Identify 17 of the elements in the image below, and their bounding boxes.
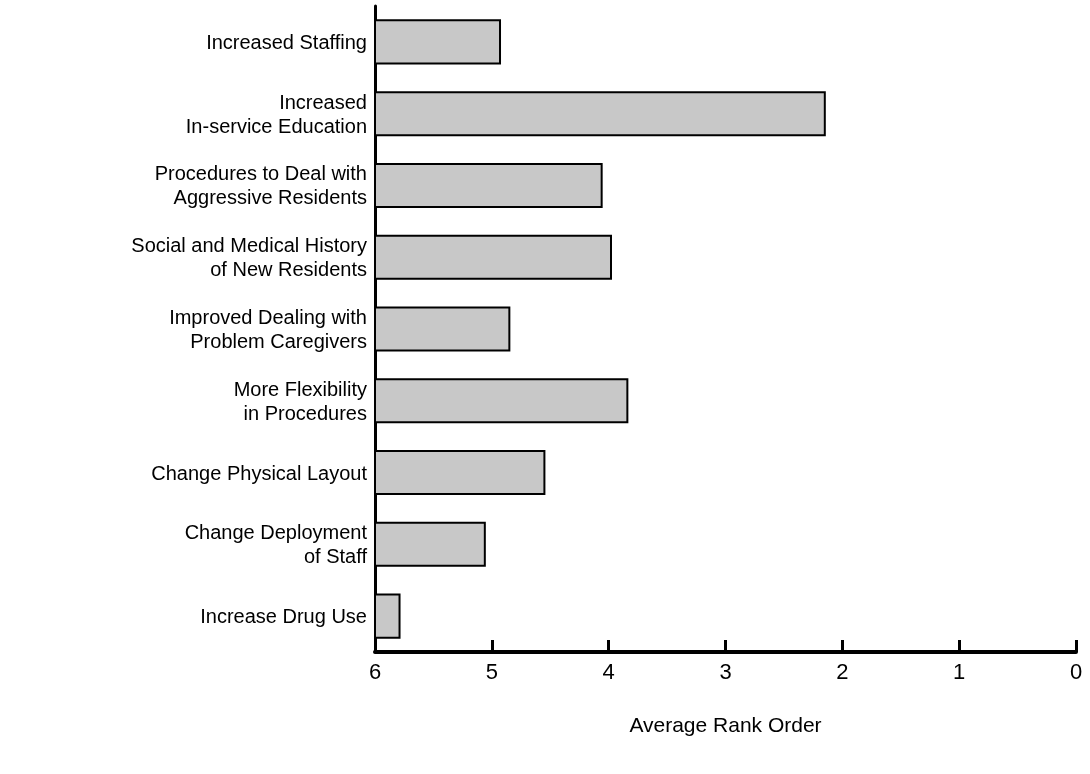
- y-tick-label: Change Deployment of Staff: [184, 521, 368, 568]
- y-tick-label: Increased Staffing: [206, 30, 367, 53]
- y-tick-label: More Flexibility in Procedures: [233, 377, 367, 424]
- y-tick-label: Improved Dealing with Problem Caregivers: [169, 306, 367, 352]
- y-tick-label: Change Physical Layout: [151, 461, 368, 484]
- x-axis-title: Average Rank Order: [629, 713, 822, 736]
- x-tick-label: 0: [1069, 658, 1083, 684]
- x-tick-label: 4: [602, 658, 615, 684]
- y-tick-label: Increased In-service Education: [185, 90, 367, 137]
- x-tick-label: 3: [719, 658, 732, 684]
- x-tick-label: 2: [836, 658, 849, 684]
- x-tick-label: 5: [485, 658, 498, 684]
- x-tick-label: 6: [368, 658, 382, 684]
- y-tick-label: Increase Drug Use: [200, 605, 367, 628]
- y-tick-label: Social and Medical History of New Residents: [131, 234, 367, 281]
- x-tick-label: 1: [953, 658, 966, 684]
- y-tick-label: Procedures to Deal with Aggressive Residents: [154, 162, 367, 209]
